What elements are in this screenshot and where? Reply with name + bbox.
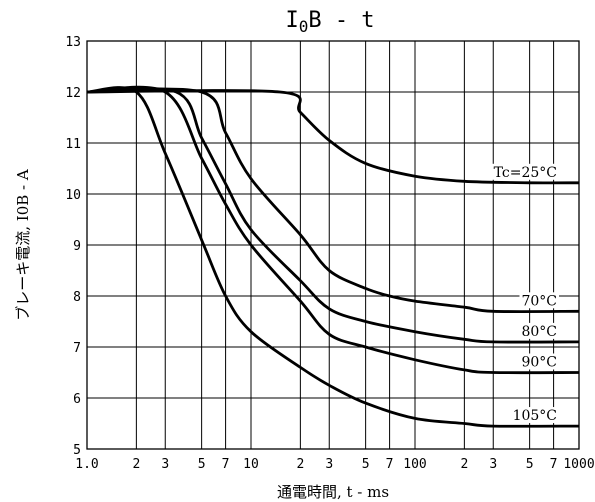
series-line: [86, 89, 580, 185]
x-tick-label: 3: [325, 457, 333, 472]
chart-title-main: I: [285, 8, 298, 33]
series-label: Tc=25°C: [494, 165, 557, 181]
x-tick-label: 7: [222, 457, 230, 472]
series-label-bg: [519, 353, 559, 370]
y-axis-label: ブレーキ電流, I0B - A: [14, 169, 32, 321]
y-tick-label: 8: [73, 290, 81, 305]
x-tick-label: 100: [403, 457, 426, 472]
y-tick-label: 13: [65, 35, 81, 50]
y-tick-label: 5: [73, 443, 81, 458]
y-tick-label: 12: [65, 86, 81, 101]
series-label: 105°C: [513, 408, 557, 424]
x-tick-label: 2: [460, 457, 468, 472]
series-label: 80°C: [521, 324, 557, 340]
y-tick-label: 10: [65, 188, 81, 203]
series-line: [86, 87, 580, 314]
x-tick-label: 5: [526, 457, 534, 472]
x-tick-label: 2: [132, 457, 140, 472]
series-line: [86, 86, 580, 428]
series-label-bg: [491, 163, 559, 180]
series-label-bg: [519, 322, 559, 339]
x-axis-label: 通電時間, t - ms: [277, 483, 389, 501]
chart-title-rest: B - t: [308, 8, 374, 33]
plot-frame: [86, 40, 580, 450]
x-tick-label: 7: [550, 457, 558, 472]
series-line: [86, 87, 580, 344]
series-line: [86, 85, 580, 375]
x-tick-label: 5: [198, 457, 206, 472]
x-tick-label: 3: [489, 457, 497, 472]
x-tick-label: 7: [386, 457, 394, 472]
series-label-bg: [510, 407, 559, 424]
curves: [86, 85, 580, 428]
y-tick-labels: 5 6 7 8 9 10 11 12 13: [65, 35, 81, 458]
y-tick-label: 9: [73, 239, 81, 254]
x-tick-label: 1000: [563, 457, 594, 472]
x-tick-label: 1.0: [75, 457, 98, 472]
y-tick-label: 11: [65, 137, 81, 152]
y-tick-label: 6: [73, 392, 81, 407]
y-tick-label: 7: [73, 341, 81, 356]
x-tick-labels: 1.0 2 3 5 7 10 2 3 5 7 100 2 3 5 7 1000: [75, 457, 594, 472]
series-label: 70°C: [521, 293, 557, 309]
chart-title: I0B - t: [285, 8, 374, 36]
series-labels: Tc=25°C 70°C 80°C 90°C 105°C: [491, 163, 559, 424]
series-label: 90°C: [521, 355, 557, 371]
x-tick-label: 5: [362, 457, 370, 472]
chart-title-sub: 0: [299, 17, 309, 36]
x-tick-label: 10: [243, 457, 259, 472]
x-tick-label: 2: [296, 457, 304, 472]
series-label-bg: [519, 292, 559, 309]
x-tick-label: 3: [161, 457, 169, 472]
